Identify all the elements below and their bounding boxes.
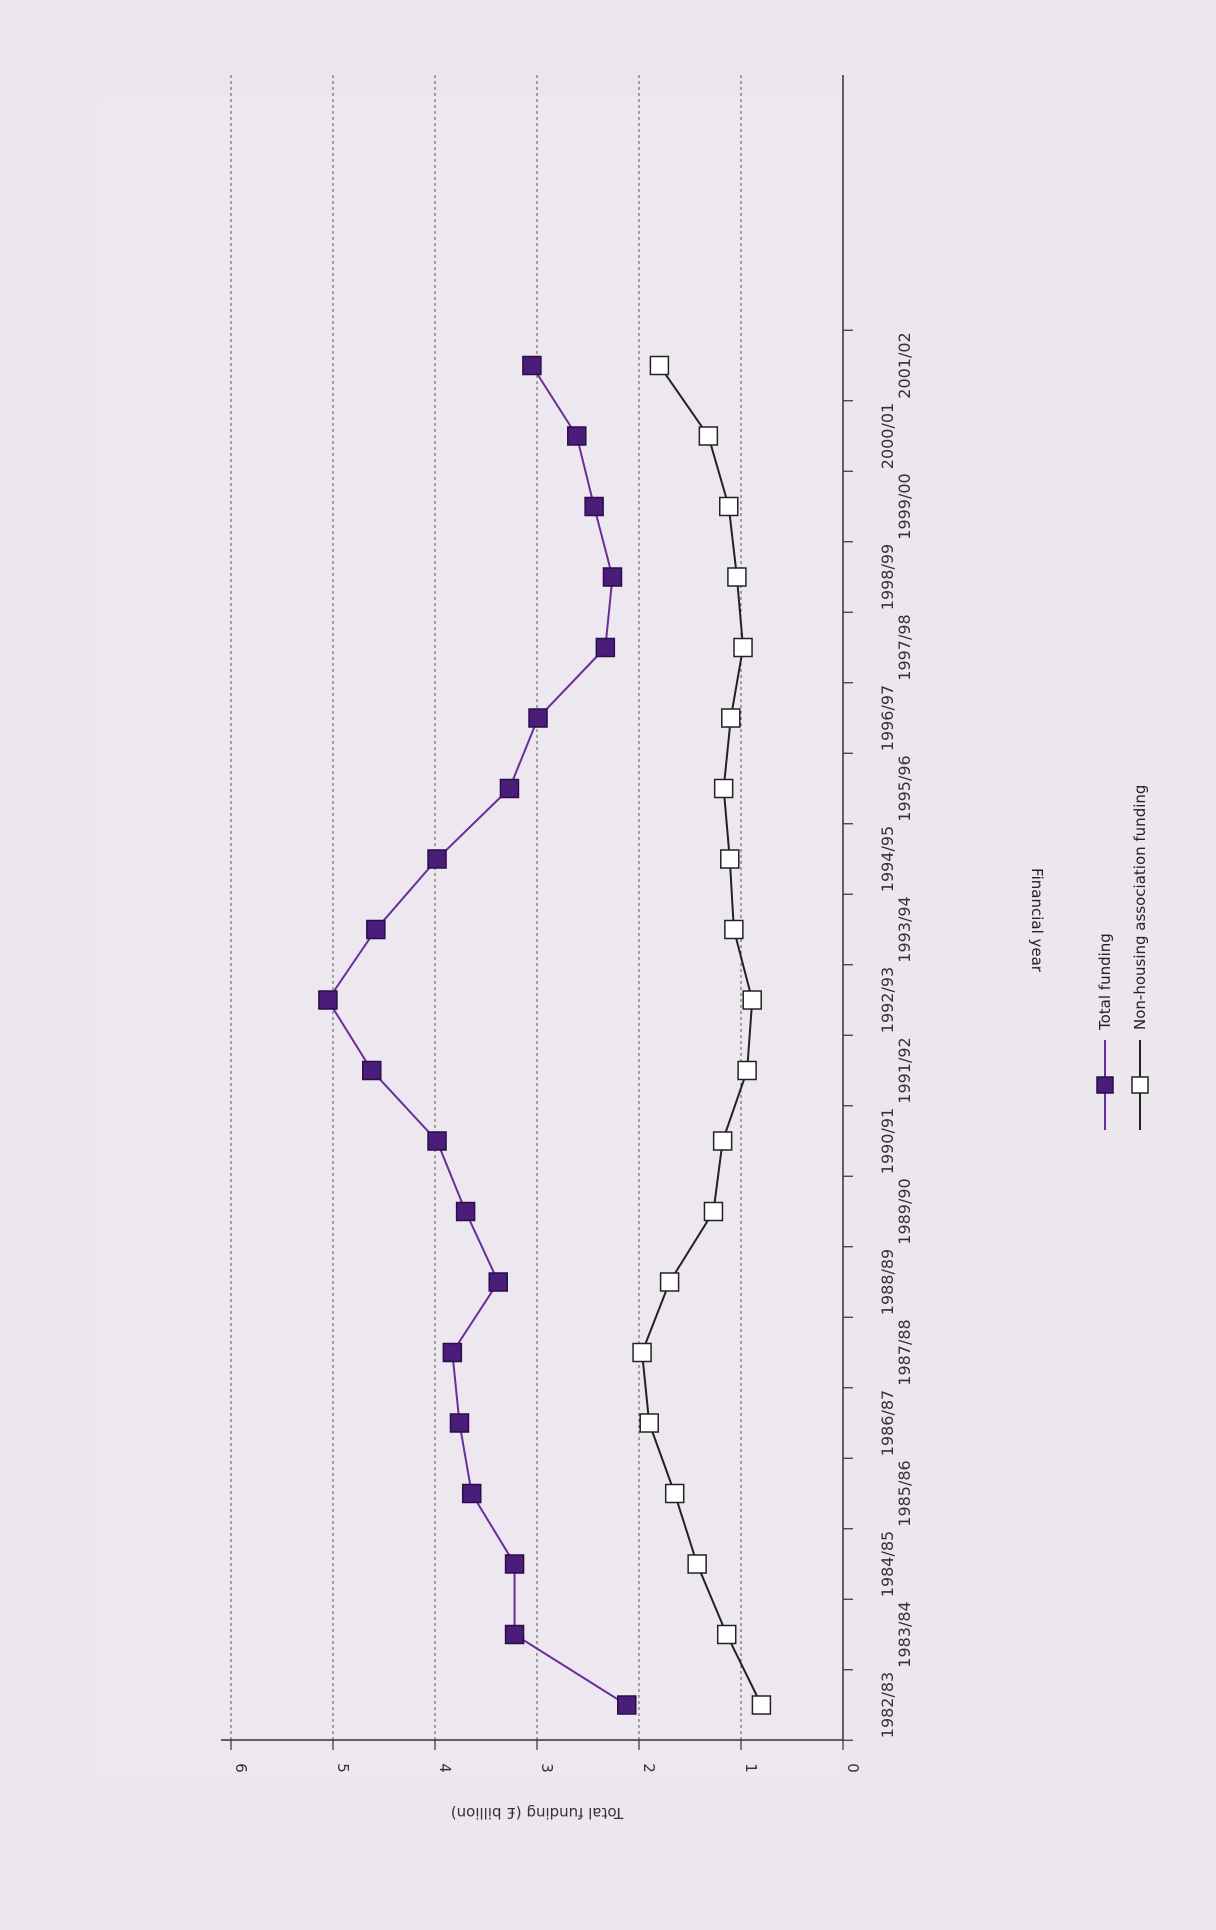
legend-label: Total funding <box>1096 933 1114 1031</box>
value-tick-label: 1 <box>742 1763 760 1773</box>
axes: 0 1 2 3 4 5 6 Total funding (£ billion) 1982/83 1… <box>221 75 1046 1822</box>
non-ha-funding-marker <box>698 426 719 446</box>
category-tick-label: 1999/00 <box>895 473 914 539</box>
non-ha-funding-marker <box>720 849 740 869</box>
value-tick-label: 0 <box>844 1763 862 1773</box>
category-tick-label: 1986/87 <box>878 1390 897 1456</box>
non-ha-funding-marker <box>751 1695 772 1715</box>
total-funding-marker <box>427 1131 447 1151</box>
legend-label: Non-housing association funding <box>1131 785 1149 1030</box>
series-layer <box>318 355 772 1715</box>
category-tick-label: 1996/97 <box>878 685 897 751</box>
category-axis-title: Financial year <box>1028 868 1046 973</box>
non-ha-funding-marker <box>716 1624 737 1645</box>
category-tick-label: 1998/99 <box>878 544 897 610</box>
value-tick-label: 6 <box>232 1763 250 1773</box>
category-tick-label: 2000/01 <box>878 403 897 469</box>
category-tick-label: 1995/96 <box>895 755 914 821</box>
non-ha-funding-marker <box>664 1483 685 1504</box>
total-funding-marker <box>567 426 587 446</box>
total-funding-marker <box>617 1695 637 1715</box>
total-funding-marker <box>584 496 604 517</box>
total-funding-marker <box>602 567 623 587</box>
non-ha-funding-marker <box>649 355 670 376</box>
total-funding-marker <box>366 919 386 940</box>
value-tick-label: 2 <box>640 1763 658 1773</box>
value-tick-label: 4 <box>436 1763 454 1773</box>
category-tick-label: 1991/92 <box>895 1037 914 1103</box>
gridlines <box>230 75 742 1740</box>
category-tick-label: 1993/94 <box>895 896 914 962</box>
non-ha-funding-marker <box>639 1413 659 1433</box>
total-funding-marker <box>442 1342 463 1363</box>
category-tick-label: 1985/86 <box>895 1460 914 1526</box>
total-funding-marker <box>595 637 616 658</box>
category-tick-label: 1982/83 <box>878 1672 897 1738</box>
non-ha-funding-marker <box>712 1131 733 1151</box>
category-tick-label: 1989/90 <box>895 1178 914 1244</box>
total-funding-marker <box>522 355 542 376</box>
non-ha-funding-marker <box>719 496 739 517</box>
value-tick-label: 5 <box>334 1763 352 1773</box>
total-funding-marker <box>318 990 338 1010</box>
non-ha-funding-marker <box>724 919 744 940</box>
total-funding-marker <box>528 708 548 728</box>
category-tick-label: 1997/98 <box>895 614 914 680</box>
category-tick-label: 1992/93 <box>878 967 897 1033</box>
category-tick-label: 2001/02 <box>895 332 914 398</box>
non-ha-funding-marker <box>727 567 747 587</box>
legend-marker <box>1096 1076 1114 1094</box>
value-axis-title: Total funding (£ billion) <box>451 1804 624 1822</box>
total-funding-marker <box>504 1624 525 1645</box>
total-funding-marker <box>488 1272 508 1292</box>
total-funding-marker <box>449 1413 470 1433</box>
total-funding-marker <box>504 1554 525 1574</box>
category-tick-label: 1994/95 <box>878 826 897 892</box>
legend-marker <box>1131 1076 1149 1094</box>
category-tick-label: 1990/91 <box>878 1108 897 1174</box>
non-ha-funding-marker <box>659 1272 680 1292</box>
non-ha-funding-marker <box>742 990 762 1010</box>
series-line <box>326 364 628 1706</box>
total-funding-marker <box>499 778 520 799</box>
non-ha-funding-marker <box>632 1342 652 1363</box>
total-funding-marker <box>427 849 447 869</box>
category-tick-label: 1983/84 <box>895 1601 914 1667</box>
value-tick-label: 3 <box>538 1763 556 1773</box>
total-funding-marker <box>455 1201 476 1222</box>
non-ha-funding-marker <box>703 1201 724 1222</box>
non-ha-funding-marker <box>687 1554 707 1574</box>
non-ha-funding-marker <box>721 708 741 728</box>
series-line <box>641 364 763 1706</box>
non-ha-funding-marker <box>737 1060 757 1081</box>
non-ha-funding-marker <box>733 637 753 658</box>
total-funding-marker <box>461 1483 482 1504</box>
total-funding-marker <box>362 1060 382 1081</box>
legend: Total funding Non-housing association fun… <box>1096 785 1149 1130</box>
category-tick-label: 1988/89 <box>878 1249 897 1315</box>
category-tick-label: 1984/85 <box>878 1531 897 1597</box>
non-ha-funding-marker <box>713 778 734 799</box>
category-tick-label: 1987/88 <box>895 1319 914 1385</box>
